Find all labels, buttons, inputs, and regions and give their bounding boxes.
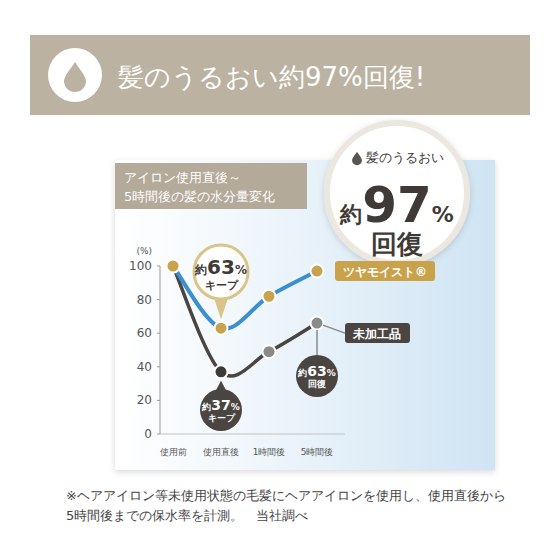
page: 髪のうるおい約97%回復! アイロン使用直後～ 5時間後の髪の水分量変化 髪のうるおい… — [0, 0, 560, 560]
annotation-leader — [316, 330, 318, 355]
series-marker — [167, 260, 180, 273]
y-tick — [157, 266, 160, 267]
legend-pill — [335, 261, 435, 281]
series-marker — [215, 365, 228, 378]
header-title: 髪のうるおい約97%回復! — [118, 62, 425, 92]
x-tick-label: 5時間後 — [301, 447, 334, 457]
y-axis — [160, 266, 161, 434]
annotation-bubble — [194, 245, 248, 299]
text-part: 約 — [297, 368, 307, 378]
badge-drop-icon — [352, 152, 362, 166]
badge-text: 約97%回復 — [339, 176, 454, 259]
y-tick — [157, 299, 160, 300]
x-tick-label: 使用前 — [160, 447, 187, 457]
y-tick-label: 40 — [137, 360, 152, 374]
legend-pill — [345, 323, 410, 343]
text-part: 97 — [362, 176, 432, 234]
header-icon-bg — [48, 48, 102, 102]
series-marker — [311, 317, 324, 330]
text-part: 63 — [307, 363, 326, 379]
x-axis — [160, 434, 345, 435]
panel — [115, 160, 495, 470]
text-part: 約 — [201, 402, 211, 412]
series-marker — [311, 265, 324, 278]
legend-item: 未加工品 — [345, 323, 410, 343]
title-box — [115, 163, 307, 209]
text-part: % — [327, 368, 336, 378]
annotation-line: 回復 — [308, 379, 326, 389]
y-tick-label: 80 — [137, 293, 152, 307]
annotation-line: キープ — [208, 413, 236, 423]
text-part: % — [231, 402, 240, 412]
y-tick-label: 60 — [137, 326, 152, 340]
legend-leader — [323, 325, 345, 333]
x-tick-label: 1時間後 — [253, 447, 286, 457]
series-marker — [263, 345, 276, 358]
y-tick — [157, 366, 160, 367]
annotation-line: 約63% — [194, 255, 247, 279]
text-part: % — [432, 202, 454, 227]
text-part: 63 — [207, 255, 235, 279]
text-part: % — [235, 263, 247, 277]
series-marker — [215, 322, 228, 335]
header-band — [30, 35, 530, 115]
badge-line: 約97% — [339, 176, 454, 234]
chart-title: アイロン使用直後～ 5時間後の髪の水分量変化 — [124, 170, 275, 204]
series-marker — [263, 290, 276, 303]
y-tick — [157, 434, 160, 435]
annotation-line: キープ — [205, 279, 239, 292]
text-part: 37 — [211, 397, 230, 413]
drop-icon — [64, 62, 86, 92]
y-tick — [157, 400, 160, 401]
title-line: 5時間後の髪の水分量変化 — [124, 189, 275, 204]
annotation-text: 約63%キープ — [194, 255, 247, 292]
text-part: 約 — [194, 263, 207, 277]
footnote: ※ヘアアイロン等未使用状態の毛髪にヘアアイロンを使用し、使用直後から5時間後まで… — [66, 486, 506, 526]
y-tick-label: 0 — [144, 427, 152, 441]
annotation-bubble — [200, 389, 242, 431]
legend-label: 未加工品 — [352, 327, 401, 341]
title-line: アイロン使用直後～ — [124, 170, 241, 185]
annotation-line: 約37% — [201, 397, 240, 413]
annotation-text: 約37%キープ — [201, 397, 240, 423]
series-marker — [167, 260, 180, 273]
y-tick-label: 100 — [129, 259, 152, 273]
badge-circle — [327, 123, 467, 263]
legend-label: ツヤモイスト® — [343, 265, 427, 279]
y-axis-title: (%) — [136, 246, 152, 256]
annotation-text: 約63%回復 — [297, 363, 336, 389]
legend-item: ツヤモイスト® — [335, 261, 435, 281]
annotation-bubble — [296, 355, 338, 397]
text-part: 約 — [339, 202, 362, 227]
annotation-line: 約63% — [297, 363, 336, 379]
chart-svg: 髪のうるおい約97%回復! アイロン使用直後～ 5時間後の髪の水分量変化 髪のうるおい… — [0, 0, 560, 560]
x-tick-label: 使用直後 — [203, 447, 239, 457]
badge-label: 髪のうるおい — [366, 150, 444, 165]
y-tick-label: 20 — [137, 393, 152, 407]
badge-line: 回復 — [371, 229, 423, 259]
y-tick — [157, 333, 160, 334]
